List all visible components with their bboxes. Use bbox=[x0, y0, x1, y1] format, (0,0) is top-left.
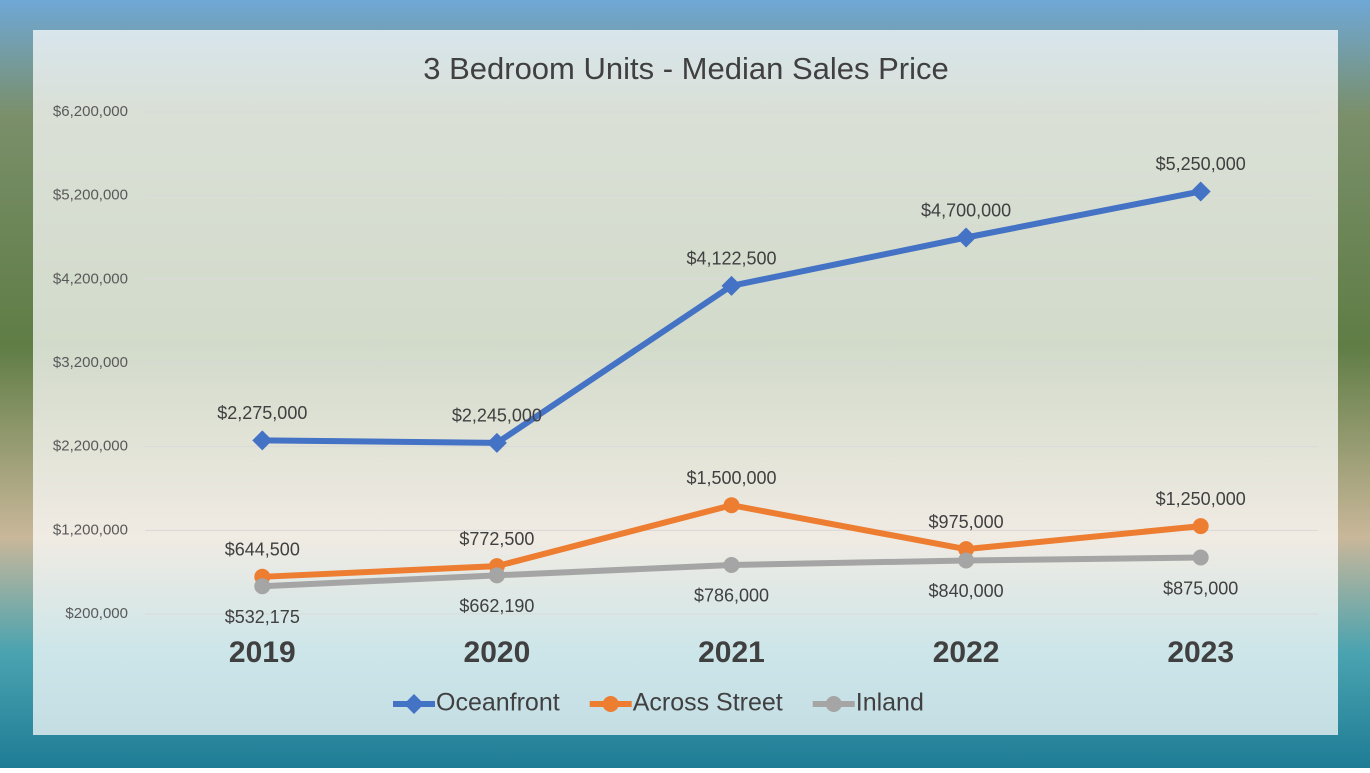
y-tick-label: $1,200,000 bbox=[53, 521, 128, 538]
data-point bbox=[488, 567, 505, 584]
data-label: $2,275,000 bbox=[217, 403, 307, 423]
legend-marker bbox=[825, 696, 842, 712]
data-label: $532,175 bbox=[225, 607, 300, 627]
data-label: $4,122,500 bbox=[686, 249, 776, 269]
y-tick-label: $5,200,000 bbox=[53, 187, 128, 204]
chart-title: 3 Bedroom Units - Median Sales Price bbox=[423, 51, 949, 86]
data-label: $1,250,000 bbox=[1156, 489, 1246, 509]
y-tick-label: $200,000 bbox=[65, 605, 128, 622]
x-tick-label: 2021 bbox=[698, 636, 765, 669]
legend-marker bbox=[404, 694, 424, 714]
legend-label: Inland bbox=[856, 689, 924, 717]
y-tick-label: $3,200,000 bbox=[53, 354, 128, 371]
legend-label: Across Street bbox=[633, 689, 783, 717]
x-tick-label: 2022 bbox=[933, 636, 1000, 669]
data-point bbox=[958, 552, 975, 569]
data-label: $644,500 bbox=[225, 540, 300, 560]
data-point bbox=[956, 227, 977, 248]
x-tick-label: 2019 bbox=[229, 636, 296, 669]
data-label: $662,190 bbox=[459, 596, 534, 616]
data-label: $1,500,000 bbox=[686, 468, 776, 488]
data-point bbox=[486, 432, 507, 453]
data-point bbox=[1192, 549, 1209, 566]
data-label: $5,250,000 bbox=[1156, 154, 1246, 174]
y-tick-label: $4,200,000 bbox=[53, 270, 128, 287]
data-point bbox=[723, 556, 740, 573]
data-label: $975,000 bbox=[929, 512, 1004, 532]
data-point bbox=[723, 497, 740, 514]
x-tick-label: 2020 bbox=[464, 636, 531, 669]
legend-marker bbox=[602, 696, 619, 712]
data-label: $4,700,000 bbox=[921, 200, 1011, 220]
legend-label: Oceanfront bbox=[436, 689, 560, 717]
data-point bbox=[958, 541, 975, 558]
data-label: $840,000 bbox=[929, 581, 1004, 601]
chart-panel bbox=[33, 30, 1338, 735]
x-tick-label: 2023 bbox=[1167, 636, 1234, 669]
y-tick-label: $6,200,000 bbox=[53, 103, 128, 120]
data-label: $786,000 bbox=[694, 586, 769, 606]
data-label: $875,000 bbox=[1163, 578, 1238, 598]
data-label: $772,500 bbox=[459, 529, 534, 549]
data-point bbox=[252, 430, 273, 451]
data-point bbox=[254, 578, 271, 595]
y-tick-label: $2,200,000 bbox=[53, 438, 128, 455]
data-point bbox=[721, 275, 742, 296]
data-label: $2,245,000 bbox=[452, 406, 542, 426]
data-point bbox=[1192, 518, 1209, 535]
data-point bbox=[1190, 181, 1211, 202]
